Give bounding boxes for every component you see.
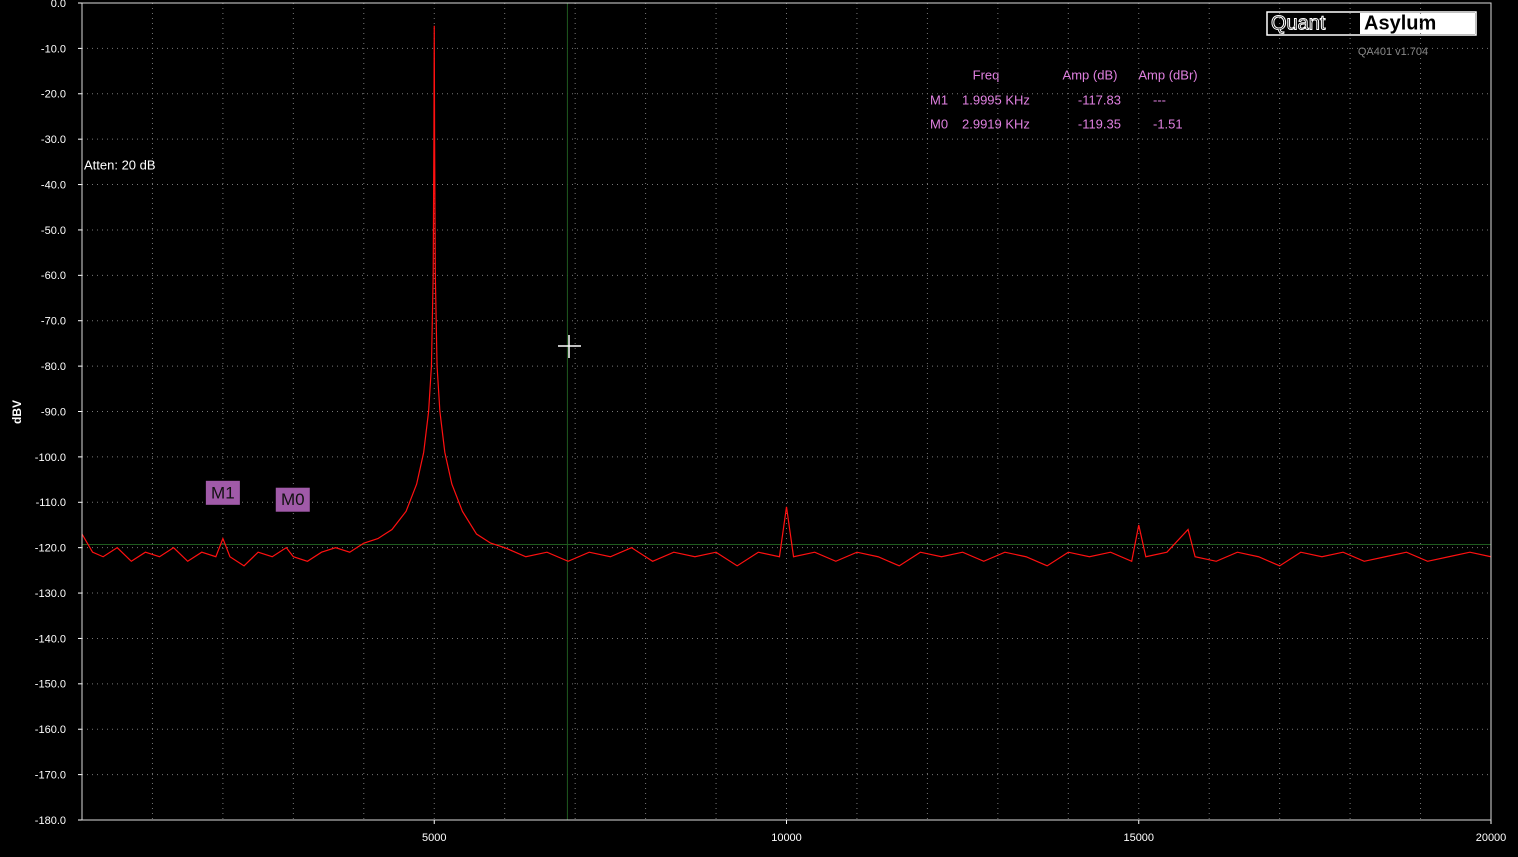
table-cell: 1.9995 KHz bbox=[962, 92, 1030, 107]
annotation: Atten: 20 dB bbox=[84, 157, 156, 172]
x-tick-label: 10000 bbox=[771, 832, 802, 844]
y-tick-label: -170.0 bbox=[35, 770, 66, 782]
y-tick-label: -110.0 bbox=[36, 497, 66, 509]
table-header: Freq bbox=[973, 67, 1000, 82]
table-header: Amp (dB) bbox=[1063, 67, 1118, 82]
table-cell: -1.51 bbox=[1153, 116, 1183, 131]
version: QA401 v1.704 bbox=[1358, 46, 1428, 58]
table-cell: M0 bbox=[930, 116, 948, 131]
logo-right: Asylum bbox=[1364, 12, 1436, 34]
marker-label: M0 bbox=[281, 490, 305, 509]
y-tick-label: -70.0 bbox=[41, 316, 66, 328]
y-axis-label: dBV bbox=[10, 400, 24, 424]
y-tick-label: -150.0 bbox=[35, 679, 66, 691]
y-tick-label: -180.0 bbox=[35, 815, 66, 827]
x-tick-label: 5000 bbox=[422, 832, 446, 844]
y-tick-label: -20.0 bbox=[41, 89, 66, 101]
y-tick-label: -160.0 bbox=[35, 724, 66, 736]
y-tick-label: -40.0 bbox=[41, 179, 66, 191]
y-tick-label: -10.0 bbox=[41, 43, 66, 55]
logo: Quant Asylum QA401 v1.704 bbox=[1266, 11, 1477, 58]
y-tick-label: 0.0 bbox=[51, 0, 66, 10]
logo-box bbox=[1360, 13, 1475, 34]
marker-box bbox=[275, 487, 310, 512]
y-tick-label: -90.0 bbox=[41, 406, 66, 418]
plot-frame bbox=[81, 2, 1492, 821]
table-cell: -119.35 bbox=[1078, 116, 1121, 131]
y-tick-label: -120.0 bbox=[35, 543, 66, 555]
table-cell: M1 bbox=[930, 92, 948, 107]
marker-box bbox=[205, 480, 240, 505]
table-header: Amp (dBr) bbox=[1138, 67, 1197, 82]
marker-label: M1 bbox=[211, 483, 235, 502]
marker-table: Freq Amp (dB) Amp (dBr) M1 1.9995 KHz -117… bbox=[930, 67, 1198, 131]
y-tick-label: -140.0 bbox=[35, 633, 66, 645]
table-cell: --- bbox=[1153, 92, 1166, 107]
y-tick-label: -130.0 bbox=[35, 588, 66, 600]
table-cell: -117.83 bbox=[1078, 92, 1121, 107]
y-tick-label: -60.0 bbox=[41, 270, 66, 282]
y-tick-label: -100.0 bbox=[35, 452, 66, 464]
y-tick-label: -80.0 bbox=[41, 361, 66, 373]
logo-left: Quant bbox=[1271, 12, 1326, 34]
table-cell: 2.9919 KHz bbox=[962, 116, 1030, 131]
x-tick-label: 20000 bbox=[1476, 832, 1507, 844]
y-tick-label: -30.0 bbox=[41, 134, 66, 146]
trace bbox=[81, 25, 1492, 567]
mouse-crosshair bbox=[558, 335, 581, 358]
x-tick-label: 15000 bbox=[1123, 832, 1154, 844]
y-tick-label: -50.0 bbox=[41, 225, 66, 237]
